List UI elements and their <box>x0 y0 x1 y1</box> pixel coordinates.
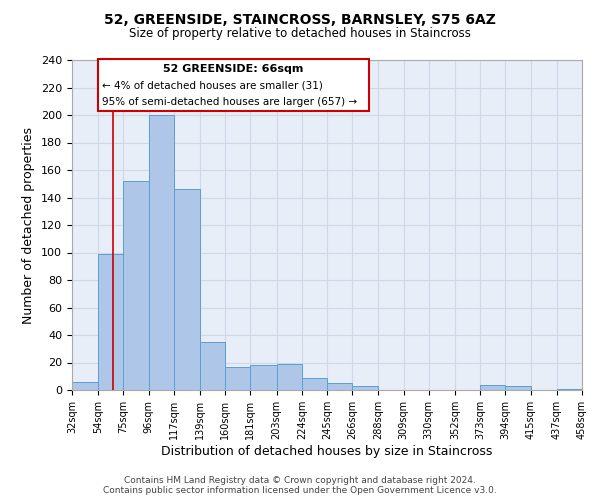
Bar <box>557 388 582 390</box>
FancyBboxPatch shape <box>98 58 369 111</box>
Bar <box>302 378 327 390</box>
Text: ← 4% of detached houses are smaller (31): ← 4% of detached houses are smaller (31) <box>102 80 323 90</box>
Bar <box>149 115 174 390</box>
Text: Contains public sector information licensed under the Open Government Licence v3: Contains public sector information licen… <box>103 486 497 495</box>
Y-axis label: Number of detached properties: Number of detached properties <box>22 126 35 324</box>
Bar <box>225 366 250 390</box>
Bar <box>200 342 225 390</box>
Bar <box>277 364 302 390</box>
Text: 52 GREENSIDE: 66sqm: 52 GREENSIDE: 66sqm <box>163 64 304 74</box>
Bar <box>352 386 379 390</box>
X-axis label: Distribution of detached houses by size in Staincross: Distribution of detached houses by size … <box>161 444 493 458</box>
Text: Contains HM Land Registry data © Crown copyright and database right 2024.: Contains HM Land Registry data © Crown c… <box>124 476 476 485</box>
Bar <box>72 382 98 390</box>
Bar <box>505 386 530 390</box>
Bar <box>250 365 277 390</box>
Bar <box>327 383 352 390</box>
Text: 52, GREENSIDE, STAINCROSS, BARNSLEY, S75 6AZ: 52, GREENSIDE, STAINCROSS, BARNSLEY, S75… <box>104 12 496 26</box>
Bar <box>124 181 149 390</box>
Bar <box>480 384 505 390</box>
Text: Size of property relative to detached houses in Staincross: Size of property relative to detached ho… <box>129 28 471 40</box>
Bar <box>174 189 200 390</box>
Text: 95% of semi-detached houses are larger (657) →: 95% of semi-detached houses are larger (… <box>102 97 357 107</box>
Bar <box>98 254 124 390</box>
